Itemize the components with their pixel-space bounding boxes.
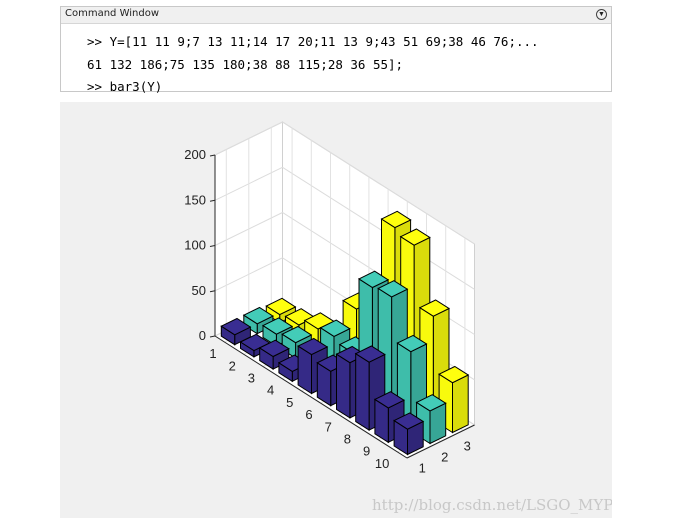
command-text: Y=[11 11 9;7 13 11;14 17 20;11 13 9;43 5… [102,34,539,49]
bar-face-top [357,270,390,289]
row-axis-line [214,335,408,459]
command-line-1: >> Y=[11 11 9;7 13 11;14 17 20;11 13 9;4… [87,34,539,49]
column-axis-line [406,424,475,459]
bar-r1-c1 [220,317,252,346]
command-window-title: Command Window [65,8,160,19]
column-tick-label: 3 [464,439,471,454]
bar-face-top [438,365,470,384]
row-tick-label: 10 [375,456,389,471]
column-tick-label: 1 [419,461,426,476]
bar-face-top [393,412,425,430]
bar-face-top [418,299,451,317]
row-tick-label: 2 [229,358,236,373]
z-tick-mark [209,245,216,247]
row-tick-label: 4 [267,383,274,398]
z-tick-mark [209,335,216,338]
bar-face-top [265,297,297,316]
command-prompt: >> [87,79,103,94]
bar-r3-c1 [258,339,290,371]
command-line-2: 61 132 186;75 135 180;38 88 115;28 36 55… [87,57,403,72]
bar-face-top [354,345,386,363]
column-tick-label: 2 [441,450,448,465]
bars [220,210,470,456]
row-tick-label: 5 [286,395,293,410]
z-tick-mark [209,154,216,157]
bar-face-side [336,353,351,419]
z-tick-label: 0 [199,328,206,343]
row-tick-label: 3 [248,371,255,386]
row-tick-label: 6 [305,407,312,422]
z-tick-label: 200 [184,147,206,162]
bar-face-side [355,352,370,432]
command-line-3: >> bar3(Y) [87,79,162,94]
bar-r10-c1 [393,412,425,456]
row-tick-label: 9 [363,444,370,459]
chevron-down-circle-icon[interactable]: ▼ [596,9,607,20]
bar-face-top [415,394,447,412]
bar-face-top [297,337,329,356]
bar-face-front [452,374,469,434]
z-tick-label: 50 [192,283,206,298]
z-tick-label: 100 [184,238,206,253]
bar-face-top [242,306,274,325]
z-tick-label: 150 [184,192,206,207]
bar-face-top [399,228,431,246]
z-tick-mark [209,199,216,202]
bar-face-top [281,325,313,344]
command-text: 61 132 186;75 135 180;38 88 115;28 36 55… [87,57,404,72]
row-tick-label: 1 [209,346,216,361]
figure-window: 0 50 100 150 200 1 2 3 4 5 6 7 8 9 10 1 2 3 http://blog.c… [60,102,612,518]
z-gridline [214,121,475,245]
row-tick-label: 8 [344,432,351,447]
command-text: bar3(Y) [102,79,163,94]
row-tick-label: 7 [325,419,332,434]
bar-face-top [258,339,290,358]
bar-face-top [380,210,412,229]
watermark-text: http://blog.csdn.net/LSGO_MYP [372,496,612,514]
command-window: Command Window ▼ >> Y=[11 11 9;7 13 11;1… [60,6,612,94]
bar-face-top [220,317,252,336]
bar-face-top [319,319,351,337]
bar-face-top [396,334,428,353]
bar-face-top [261,317,294,335]
bar-face-top [377,280,409,298]
z-tick-mark [209,290,216,293]
command-prompt: >> [87,34,103,49]
command-window-titlebar: Command Window ▼ [61,7,611,24]
bar-face-top [373,391,406,409]
